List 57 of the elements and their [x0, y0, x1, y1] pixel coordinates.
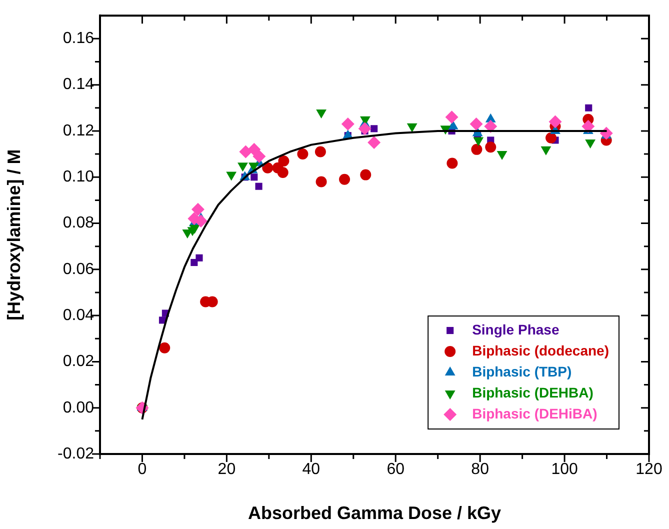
x-tick-label: 0: [138, 461, 147, 478]
point: [540, 146, 552, 156]
point: [370, 125, 378, 132]
point: [250, 174, 258, 181]
y-tick-label: 0.12: [62, 122, 94, 140]
point: [262, 162, 274, 174]
point: [341, 118, 354, 131]
x-tick-label: 120: [636, 461, 662, 478]
point: [368, 136, 381, 150]
x-tick-label: 20: [218, 461, 236, 478]
x-tick-label: 80: [471, 461, 490, 478]
legend-label: Biphasic (DEHBA): [472, 384, 594, 400]
y-tick-label: 0.16: [62, 30, 94, 48]
point: [546, 132, 557, 144]
point: [196, 254, 203, 262]
point: [314, 146, 326, 158]
y-tick-label: 0.08: [62, 214, 94, 232]
legend-label: Biphasic (dodecane): [472, 342, 610, 358]
point: [277, 167, 288, 178]
point: [485, 142, 496, 153]
point: [278, 155, 290, 166]
point: [582, 120, 595, 133]
point: [471, 144, 482, 155]
point: [255, 182, 262, 190]
y-tick-label: 0.00: [62, 399, 94, 416]
point: [297, 148, 308, 160]
y-tick-label: 0.04: [62, 306, 94, 324]
y-axis-title: [Hydroxylamine] / M: [4, 149, 24, 320]
point: [248, 142, 261, 156]
point: [316, 176, 327, 188]
point: [360, 169, 372, 180]
point: [239, 145, 252, 158]
x-tick-label: 40: [302, 461, 320, 478]
point: [358, 122, 372, 136]
legend-label: Single Phase: [472, 321, 560, 338]
point: [339, 174, 350, 185]
x-tick-label: 100: [551, 461, 578, 478]
point: [470, 118, 483, 131]
y-tick-label: 0.10: [62, 168, 94, 186]
point: [548, 115, 562, 128]
point: [189, 224, 200, 234]
x-tick-label: 60: [386, 461, 405, 478]
y-tick-label: 0.14: [62, 76, 94, 94]
y-tick-label: 0.06: [62, 260, 94, 278]
point: [448, 120, 458, 130]
y-tick-label: -0.02: [58, 445, 94, 462]
point: [191, 202, 204, 216]
point: [484, 120, 498, 133]
point: [446, 158, 458, 169]
point: [159, 342, 170, 354]
legend-label: Biphasic (DEHiBA): [472, 405, 598, 422]
y-tick-label: 0.02: [62, 353, 94, 370]
legend-label: Biphasic (TBP): [472, 363, 572, 380]
x-axis-title: Absorbed Gamma Dose / kGy: [248, 503, 502, 524]
point: [445, 110, 458, 124]
point: [252, 150, 266, 163]
point: [585, 104, 592, 112]
